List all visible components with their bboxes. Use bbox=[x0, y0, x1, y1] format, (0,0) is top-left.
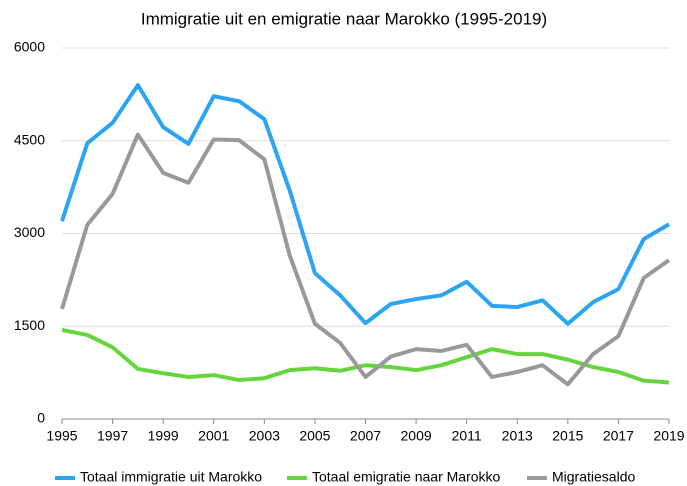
legend-label: Migratiesaldo bbox=[552, 469, 635, 485]
x-tick-label: 2007 bbox=[350, 428, 381, 444]
x-tick-label: 1997 bbox=[97, 428, 128, 444]
y-tick-label: 6000 bbox=[14, 39, 45, 55]
x-tick-label: 2001 bbox=[198, 428, 229, 444]
x-tick-label: 1995 bbox=[46, 428, 77, 444]
legend-label: Totaal emigratie naar Marokko bbox=[312, 469, 501, 485]
x-tick-label: 1999 bbox=[148, 428, 179, 444]
x-tick-label: 2017 bbox=[603, 428, 634, 444]
series-line bbox=[60, 132, 671, 387]
x-tick-label: 2015 bbox=[552, 428, 583, 444]
x-tick-label: 2019 bbox=[653, 428, 684, 444]
x-tick-label: 2009 bbox=[401, 428, 432, 444]
y-tick-label: 0 bbox=[37, 410, 45, 426]
x-tick-label: 2013 bbox=[502, 428, 533, 444]
x-tick-label: 2003 bbox=[249, 428, 280, 444]
y-tick-label: 1500 bbox=[14, 317, 45, 333]
chart-title: Immigratie uit en emigratie naar Marokko… bbox=[141, 9, 547, 28]
x-tick-label: 2011 bbox=[452, 428, 482, 444]
y-tick-label: 3000 bbox=[14, 224, 45, 240]
x-tick-label: 2005 bbox=[299, 428, 330, 444]
legend-label: Totaal immigratie uit Marokko bbox=[80, 469, 262, 485]
series-line bbox=[61, 327, 670, 385]
series-line bbox=[60, 83, 671, 326]
y-tick-label: 4500 bbox=[14, 131, 45, 147]
